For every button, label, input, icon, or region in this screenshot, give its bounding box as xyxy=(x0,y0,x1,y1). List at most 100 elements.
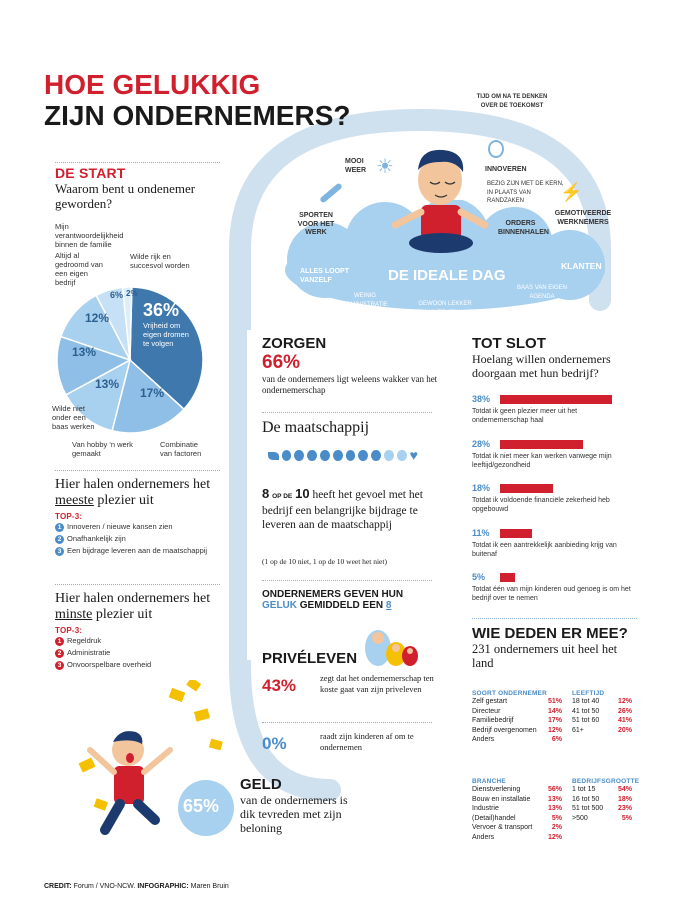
table-cell-label: Dienstverlening xyxy=(472,786,521,793)
meeste-post: plezier uit xyxy=(93,493,154,508)
table-cell-label: 1 tot 15 xyxy=(572,786,596,793)
label-weinig: WEINIG ADMINISTRATIE xyxy=(342,293,388,308)
label-gewoon: GEWOON LEKKER WERKEN xyxy=(418,301,472,316)
maatschappij-note: (1 op de 10 niet, 1 op de 10 weet het ni… xyxy=(262,557,387,566)
table-cell-value: 2% xyxy=(551,824,562,831)
table-cell-label: Directeur xyxy=(472,707,501,715)
label-innoveren: INNOVEREN xyxy=(485,166,527,173)
totslot-bar-pct: 28% xyxy=(472,438,491,449)
totslot-bar xyxy=(500,528,532,538)
pie-pct-17: 17% xyxy=(140,386,165,400)
ratio-b: 10 xyxy=(295,486,310,501)
table-row: 61+ 20% xyxy=(572,726,632,736)
pie-pct-2: 2% xyxy=(126,289,138,298)
table-cell-label: 61+ xyxy=(572,726,584,734)
table-row: Directeur 14% xyxy=(472,707,562,717)
minste-item-1: 1 Regeldruk xyxy=(55,635,225,647)
table-cell-value: 12% xyxy=(617,698,632,705)
pie-slice-3 xyxy=(56,335,132,396)
table-leeftijd: LEEFTIJD 18 tot 40 12% 41 tot 50 26% 51 tot … xyxy=(572,690,632,735)
label-alles: ALLES LOOPT VANZELF xyxy=(300,268,349,284)
label-sporten: SPORTEN VOOR HET WERK xyxy=(297,212,335,236)
credit-text1: Forum / VNO-NCW. xyxy=(71,883,138,890)
table-row: (Detail)handel 5% xyxy=(472,814,562,824)
pie-slice-6 xyxy=(121,286,133,361)
meeste-item-2: 2 Onafhankelijk zijn xyxy=(55,533,225,545)
label-weer: MOOI WEER xyxy=(345,158,366,174)
pie-pct-36: 36% xyxy=(143,300,180,320)
table-row: Vervoer & transport 2% xyxy=(472,823,562,833)
pie-label-combinatie: Combinatie van factoren xyxy=(160,440,202,458)
table-cell-value: 5% xyxy=(621,814,632,822)
meeste-item-1: 1 Innoveren / nieuwe kansen zien xyxy=(55,521,225,533)
totslot-bar-text: Totdat ik geen plezier meer uit het onde… xyxy=(472,408,578,424)
table-cell-label: Anders xyxy=(472,736,495,743)
totslot-bar-text: Totdat ik voldoende financiële zekerheid… xyxy=(472,497,610,513)
table-cell-value: 54% xyxy=(617,786,632,793)
table-cell-label: Zelf gestart xyxy=(472,698,508,705)
zorgen-text: van de ondernemers ligt weleens wakker v… xyxy=(262,374,438,395)
credit-text2: Maren Bruin xyxy=(188,883,229,890)
smiley-icon-4 xyxy=(320,450,330,461)
smiley-icon-8 xyxy=(371,450,382,461)
totslot-bar xyxy=(500,573,515,582)
pie-chart xyxy=(56,286,204,434)
meeste-section: Hier halen ondernemers het meeste plezie… xyxy=(55,470,225,557)
table-row: Zelf gestart 51% xyxy=(472,697,562,707)
soort-head: SOORT ONDERNEMER xyxy=(472,690,548,697)
table-grootte: BEDRIJFSGROOTTE 1 tot 15 54% 16 tot 50 18% 5… xyxy=(572,778,640,823)
pie-main-label: Vrijheid om eigen dromen te volgen xyxy=(143,321,189,348)
credit-label2: INFOGRAPHIC: xyxy=(137,883,189,890)
prive-pct1: 43% xyxy=(262,676,297,695)
label-bezig: BEZIG ZIJN MET DE KERN, IN PLAATS VAN RA… xyxy=(487,181,564,204)
label-baas: BAAS VAN EIGEN AGENDA xyxy=(517,285,567,300)
minste-post: plezier uit xyxy=(92,607,153,622)
pie-label-rijk: Wilde rijk en succesvol worden xyxy=(130,252,190,270)
table-cell-value: 6% xyxy=(551,736,562,743)
totslot-bar-pct: 11% xyxy=(472,527,490,538)
prive-heading: PRIVÉLEVEN xyxy=(262,650,358,667)
pie-label-familie: Mijn verantwoordelijkheid binnen de fami… xyxy=(55,222,124,249)
maatschappij-text: 8 OP DE 10 heeft het gevoel met het bedr… xyxy=(262,487,447,532)
totslot-bar-pct: 5% xyxy=(472,572,486,582)
bolt-icon: ⚡ xyxy=(560,182,583,202)
table-row: 16 tot 50 18% xyxy=(572,795,632,805)
pie-pct-6: 6% xyxy=(110,290,124,300)
table-cell-value: 18% xyxy=(617,795,632,803)
pie-label-hobby: Van hobby 'n werk gemaakt xyxy=(72,440,133,458)
table-cell-label: 51 tot 500 xyxy=(572,805,604,812)
table-cell-label: Industrie xyxy=(472,805,499,812)
label-tijd: TIJD OM NA TE DENKEN OVER DE TOEKOMST xyxy=(476,94,548,109)
table-cell-value: 26% xyxy=(617,707,632,715)
bulb-icon xyxy=(488,140,504,158)
grootte-head: BEDRIJFSGROOTTE xyxy=(572,778,640,785)
table-cell-value: 41% xyxy=(617,717,632,724)
smiley-icon-3 xyxy=(307,450,318,461)
heart-icon: ♥ xyxy=(409,447,418,463)
totslot-bar xyxy=(500,484,553,493)
title-line1: HOE GELUKKIG xyxy=(44,69,261,100)
table-cell-value: 17% xyxy=(547,717,562,724)
prive-text1: zegt dat het ondernemerschap ten koste g… xyxy=(320,673,434,694)
table-row: 1 tot 15 54% xyxy=(572,785,632,795)
table-cell-value: 5% xyxy=(551,814,562,822)
geluk-word: GELUK xyxy=(262,600,297,611)
geluk-mid: GEMIDDELD EEN xyxy=(297,600,386,611)
table-cell-label: 51 tot 60 xyxy=(572,717,600,724)
ideal-day-title: DE IDEALE DAG xyxy=(388,267,506,284)
geluk-line2: GELUK GEMIDDELD EEN 8 xyxy=(262,600,447,611)
table-cell-value: 13% xyxy=(547,805,562,812)
label-gemotiveerde: GEMOTIVEERDE WERKNEMERS xyxy=(554,210,612,226)
maatschappij-section: De maatschappij xyxy=(262,412,447,437)
pie-slice-0 xyxy=(129,286,204,411)
smiley-icon-10 xyxy=(396,450,407,461)
geld-pct: 65% xyxy=(183,796,220,816)
zorgen-heading: ZORGEN xyxy=(262,335,327,352)
prive-section: PRIVÉLEVEN xyxy=(262,650,452,667)
leeftijd-head: LEEFTIJD xyxy=(572,690,605,697)
table-row: Dienstverlening 56% xyxy=(472,785,562,795)
table-row: 51 tot 500 23% xyxy=(572,804,632,814)
totslot-bar-pct: 18% xyxy=(472,483,491,493)
meeste-pre: Hier halen ondernemers het xyxy=(55,477,211,492)
wie-sub: 231 ondernemers uit heel het land xyxy=(472,642,618,670)
